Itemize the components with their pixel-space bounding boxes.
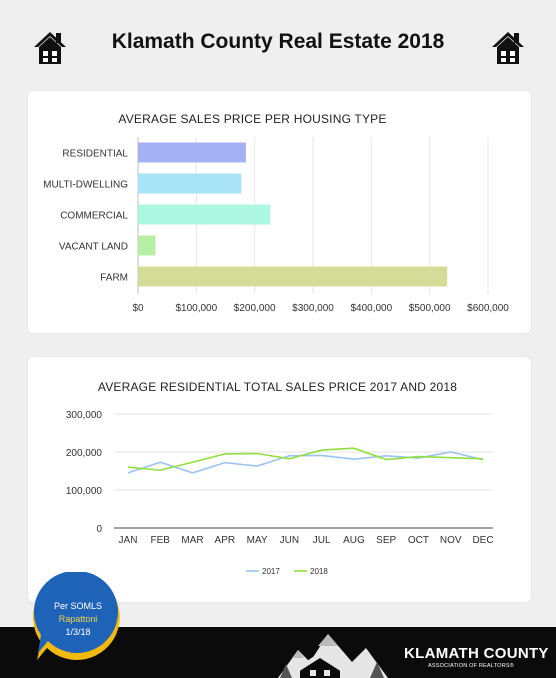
house-icon bbox=[34, 32, 66, 64]
line-x-tick-label: AUG bbox=[343, 535, 365, 546]
badge-line-2: Rapattoni bbox=[58, 614, 98, 624]
bar-category-label: VACANT LAND bbox=[59, 242, 128, 253]
badge-line-1: Per SOMLS bbox=[53, 601, 102, 611]
line-y-tick-label: 100,000 bbox=[66, 486, 103, 497]
line-chart: 0 100,000 200,000 300,000 JAN FEB MAR APR MAY JUN… bbox=[66, 410, 494, 576]
page-title: Klamath County Real Estate 2018 bbox=[111, 30, 445, 53]
line-x-tick-label: FEB bbox=[151, 535, 171, 546]
bar-category-label: COMMERCIAL bbox=[60, 211, 128, 222]
line-x-tick-label: SEP bbox=[376, 535, 396, 546]
bar-x-tick-label: $400,000 bbox=[350, 303, 392, 314]
line-chart-card: AVERAGE RESIDENTIAL TOTAL SALES PRICE 20… bbox=[28, 357, 531, 602]
legend-label: 2017 bbox=[262, 567, 280, 576]
bar bbox=[138, 266, 448, 287]
line-chart-title: AVERAGE RESIDENTIAL TOTAL SALES PRICE 20… bbox=[97, 380, 458, 394]
legend-label: 2018 bbox=[310, 567, 328, 576]
mountain-house-logo bbox=[278, 634, 388, 678]
house-icon bbox=[492, 32, 524, 64]
bar-x-tick-label: $100,000 bbox=[175, 303, 217, 314]
line-x-tick-label: APR bbox=[215, 535, 236, 546]
line-x-tick-label: DEC bbox=[472, 535, 493, 546]
bar bbox=[138, 173, 242, 194]
bar-x-tick-label: $500,000 bbox=[409, 303, 451, 314]
line-x-tick-label: JAN bbox=[119, 535, 138, 546]
line-x-tick-label: JUN bbox=[280, 535, 299, 546]
badge-line-3: 1/3/18 bbox=[65, 627, 91, 637]
bar-x-tick-label: $300,000 bbox=[292, 303, 334, 314]
bar-x-tick-label: $200,000 bbox=[234, 303, 276, 314]
source-badge bbox=[33, 572, 120, 660]
line-x-tick-label: OCT bbox=[408, 535, 429, 546]
bar bbox=[138, 142, 246, 163]
line-y-tick-label: 200,000 bbox=[66, 448, 103, 459]
bar-chart: $0 $100,000 $200,000 $300,000 $400,000 $500,0… bbox=[43, 137, 509, 314]
bar-category-label: MULTI-DWELLING bbox=[43, 180, 128, 191]
bar-x-tick-label: $600,000 bbox=[467, 303, 509, 314]
line-x-tick-label: JUL bbox=[313, 535, 331, 546]
bar bbox=[138, 204, 271, 225]
footer-subtitle: ASSOCIATION OF REALTORS® bbox=[428, 663, 514, 669]
line-y-tick-label: 0 bbox=[96, 524, 102, 535]
bar-category-label: FARM bbox=[100, 273, 128, 284]
line-x-tick-label: MAR bbox=[181, 535, 203, 546]
line-x-tick-label: NOV bbox=[440, 535, 462, 546]
header: Klamath County Real Estate 2018 bbox=[0, 0, 556, 90]
bar-chart-card: AVERAGE SALES PRICE PER HOUSING TYPE $0 $… bbox=[28, 91, 531, 333]
footer-brand: KLAMATH COUNTY bbox=[404, 645, 549, 662]
line-y-tick-label: 300,000 bbox=[66, 410, 103, 421]
bar-category-label: RESIDENTIAL bbox=[62, 149, 128, 160]
bar-x-tick-label: $0 bbox=[132, 303, 144, 314]
bar bbox=[138, 235, 156, 256]
line-x-tick-label: MAY bbox=[247, 535, 268, 546]
series-line-2018 bbox=[127, 447, 484, 472]
bar-chart-title: AVERAGE SALES PRICE PER HOUSING TYPE bbox=[118, 112, 387, 126]
